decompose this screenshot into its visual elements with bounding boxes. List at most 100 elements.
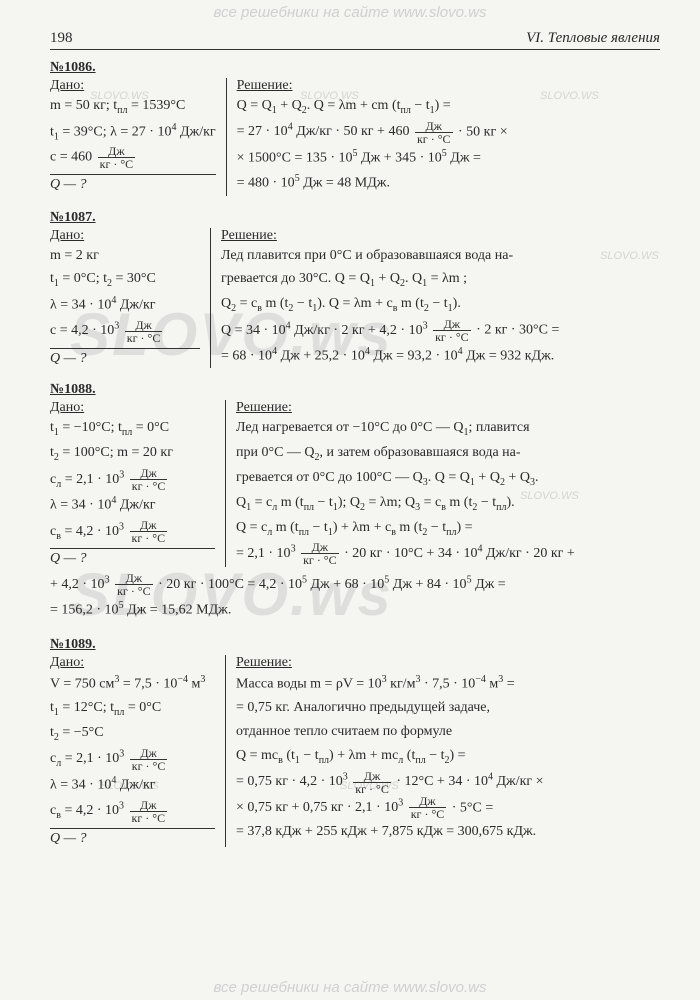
text: c = 4,2 · 103 [50, 323, 123, 338]
watermark-banner-bottom: все решебники на сайте www.slovo.ws [0, 979, 700, 996]
sol-line: = 0,75 кг · 4,2 · 103 Джкг · °С · 12°С +… [236, 769, 660, 795]
given-line: m = 2 кг [50, 244, 200, 268]
given-line: t1 = −10°С; tпл = 0°С [50, 416, 215, 441]
problem-1088: №1088. Дано: t1 = −10°С; tпл = 0°С t2 = … [50, 382, 660, 622]
given-line: cл = 2,1 · 103 Джкг · °С [50, 466, 215, 492]
problem-number: №1086. [50, 60, 660, 76]
sol-line: × 1500°С = 135 · 105 Дж + 345 · 105 Дж = [237, 145, 660, 170]
find: Q — ? [50, 349, 200, 367]
text: · 20 кг · 10°С + 34 · 104 Дж/кг · 20 кг … [344, 546, 575, 561]
chapter-title: VI. Тепловые явления [526, 30, 660, 47]
solution-block: Решение: Масса воды m = ρV = 103 кг/м3 ·… [226, 655, 660, 847]
given-line: t1 = 0°С; t2 = 30°С [50, 267, 200, 292]
fraction: Джкг · °С [125, 319, 163, 344]
frac-den: кг · °С [433, 331, 471, 343]
frac-den: кг · °С [301, 554, 339, 566]
find: Q — ? [50, 549, 215, 567]
find: Q — ? [50, 175, 216, 193]
text: cв = 4,2 · 103 [50, 803, 128, 818]
given-line: cв = 4,2 · 103 Джкг · °С [50, 518, 215, 544]
text: · 20 кг · 100°С = 4,2 · 105 Дж + 68 · 10… [158, 577, 506, 592]
sol-line: гревается до 30°С. Q = Q1 + Q2. Q1 = λm … [221, 267, 660, 292]
frac-num: Дж [130, 799, 168, 812]
frac-den: кг · °С [130, 480, 168, 492]
problem-1086: №1086. Дано: m = 50 кг; tпл = 1539°С t1 … [50, 60, 660, 196]
solution-label: Решение: [236, 400, 660, 416]
text: c = 460 [50, 150, 96, 165]
frac-num: Дж [130, 467, 168, 480]
text: cл = 2,1 · 103 [50, 751, 128, 766]
given-line: c = 460 Джкг · °С [50, 145, 216, 170]
fraction: Джкг · °С [98, 145, 136, 170]
sol-line: отданное тепло считаем по формуле [236, 720, 660, 744]
fraction: Джкг · °С [409, 795, 447, 820]
sol-line: = 156,2 · 105 Дж = 15,62 МДж. [50, 597, 660, 622]
frac-den: кг · °С [409, 808, 447, 820]
solution-block: Решение: Лед плавится при 0°С и образова… [211, 228, 660, 369]
text: · 12°С + 34 · 104 Дж/кг × [396, 774, 543, 789]
problem-1089: №1089. Дано: V = 750 см3 = 7,5 · 10−4 м3… [50, 637, 660, 847]
given-block: Дано: V = 750 см3 = 7,5 · 10−4 м3 t1 = 1… [50, 655, 226, 847]
page-header: 198 VI. Тепловые явления [50, 30, 660, 50]
text: + 4,2 · 103 [50, 577, 113, 592]
solution-label: Решение: [221, 228, 660, 244]
sol-line: Q2 = cв m (t2 − t1). Q = λm + cв m (t2 −… [221, 292, 660, 317]
given-label: Дано: [50, 400, 215, 416]
solution-continuation: + 4,2 · 103 Джкг · °С · 20 кг · 100°С = … [50, 571, 660, 622]
given-line: t1 = 12°С; tпл = 0°С [50, 696, 215, 721]
frac-num: Дж [125, 319, 163, 332]
sol-line: Q1 = cл m (tпл − t1); Q2 = λm; Q3 = cв m… [236, 491, 660, 516]
sol-line: = 27 · 104 Дж/кг · 50 кг + 460 Джкг · °С… [237, 119, 660, 145]
text: × 0,75 кг + 0,75 кг · 2,1 · 103 [236, 800, 407, 815]
frac-den: кг · °С [415, 133, 453, 145]
fraction: Джкг · °С [130, 467, 168, 492]
text: Q = 34 · 104 Дж/кг · 2 кг + 4,2 · 103 [221, 323, 431, 338]
given-line: t2 = 100°С; m = 20 кг [50, 441, 215, 466]
given-label: Дано: [50, 78, 216, 94]
sol-line: Q = mcв (t1 − tпл) + λm + mcл (tпл − t2)… [236, 744, 660, 769]
problem-number: №1089. [50, 637, 660, 653]
frac-den: кг · °С [130, 760, 168, 772]
sol-line: гревается от 0°С до 100°С — Q3. Q = Q1 +… [236, 466, 660, 491]
problem-1087: №1087. Дано: m = 2 кг t1 = 0°С; t2 = 30°… [50, 210, 660, 369]
sol-line: + 4,2 · 103 Джкг · °С · 20 кг · 100°С = … [50, 571, 660, 597]
sol-line: × 0,75 кг + 0,75 кг · 2,1 · 103 Джкг · °… [236, 795, 660, 821]
fraction: Джкг · °С [130, 519, 168, 544]
given-block: Дано: m = 2 кг t1 = 0°С; t2 = 30°С λ = 3… [50, 228, 211, 369]
sol-line: Q = cл m (tпл − t1) + λm + cв m (t2 − tп… [236, 516, 660, 541]
given-label: Дано: [50, 228, 200, 244]
sol-line: = 37,8 кДж + 255 кДж + 7,875 кДж = 300,6… [236, 820, 660, 844]
text: = 0,75 кг · 4,2 · 103 [236, 774, 351, 789]
given-line: t1 = 39°С; λ = 27 · 104 Дж/кг [50, 119, 216, 145]
text: = 27 · 104 Дж/кг · 50 кг + 460 [237, 124, 413, 139]
frac-den: кг · °С [125, 332, 163, 344]
given-line: t2 = −5°С [50, 721, 215, 746]
given-line: c = 4,2 · 103 Джкг · °С [50, 318, 200, 344]
solution-block: Решение: Лед нагревается от −10°С до 0°С… [226, 400, 660, 567]
given-line: V = 750 см3 = 7,5 · 10−4 м3 [50, 671, 215, 696]
sol-line: = 480 · 105 Дж = 48 МДж. [237, 170, 660, 195]
given-line: cв = 4,2 · 103 Джкг · °С [50, 798, 215, 824]
sol-line: Лед плавится при 0°С и образовавшаяся во… [221, 244, 660, 268]
text: · 50 кг × [458, 124, 508, 139]
sol-line: Q = 34 · 104 Дж/кг · 2 кг + 4,2 · 103 Дж… [221, 317, 660, 343]
problem-number: №1087. [50, 210, 660, 226]
fraction: Джкг · °С [130, 799, 168, 824]
fraction: Джкг · °С [301, 541, 339, 566]
given-block: Дано: m = 50 кг; tпл = 1539°С t1 = 39°С;… [50, 78, 227, 196]
fraction: Джкг · °С [130, 747, 168, 772]
given-label: Дано: [50, 655, 215, 671]
frac-num: Дж [130, 747, 168, 760]
given-line: λ = 34 · 104 Дж/кг [50, 772, 215, 797]
given-line: λ = 34 · 104 Дж/кг [50, 492, 215, 517]
fraction: Джкг · °С [115, 572, 153, 597]
solution-label: Решение: [237, 78, 660, 94]
frac-num: Дж [130, 519, 168, 532]
given-block: Дано: t1 = −10°С; tпл = 0°С t2 = 100°С; … [50, 400, 226, 567]
frac-den: кг · °С [353, 783, 391, 795]
solution-label: Решение: [236, 655, 660, 671]
frac-den: кг · °С [115, 585, 153, 597]
sol-line: = 2,1 · 103 Джкг · °С · 20 кг · 10°С + 3… [236, 540, 660, 566]
frac-den: кг · °С [98, 158, 136, 170]
text: cл = 2,1 · 103 [50, 472, 128, 487]
